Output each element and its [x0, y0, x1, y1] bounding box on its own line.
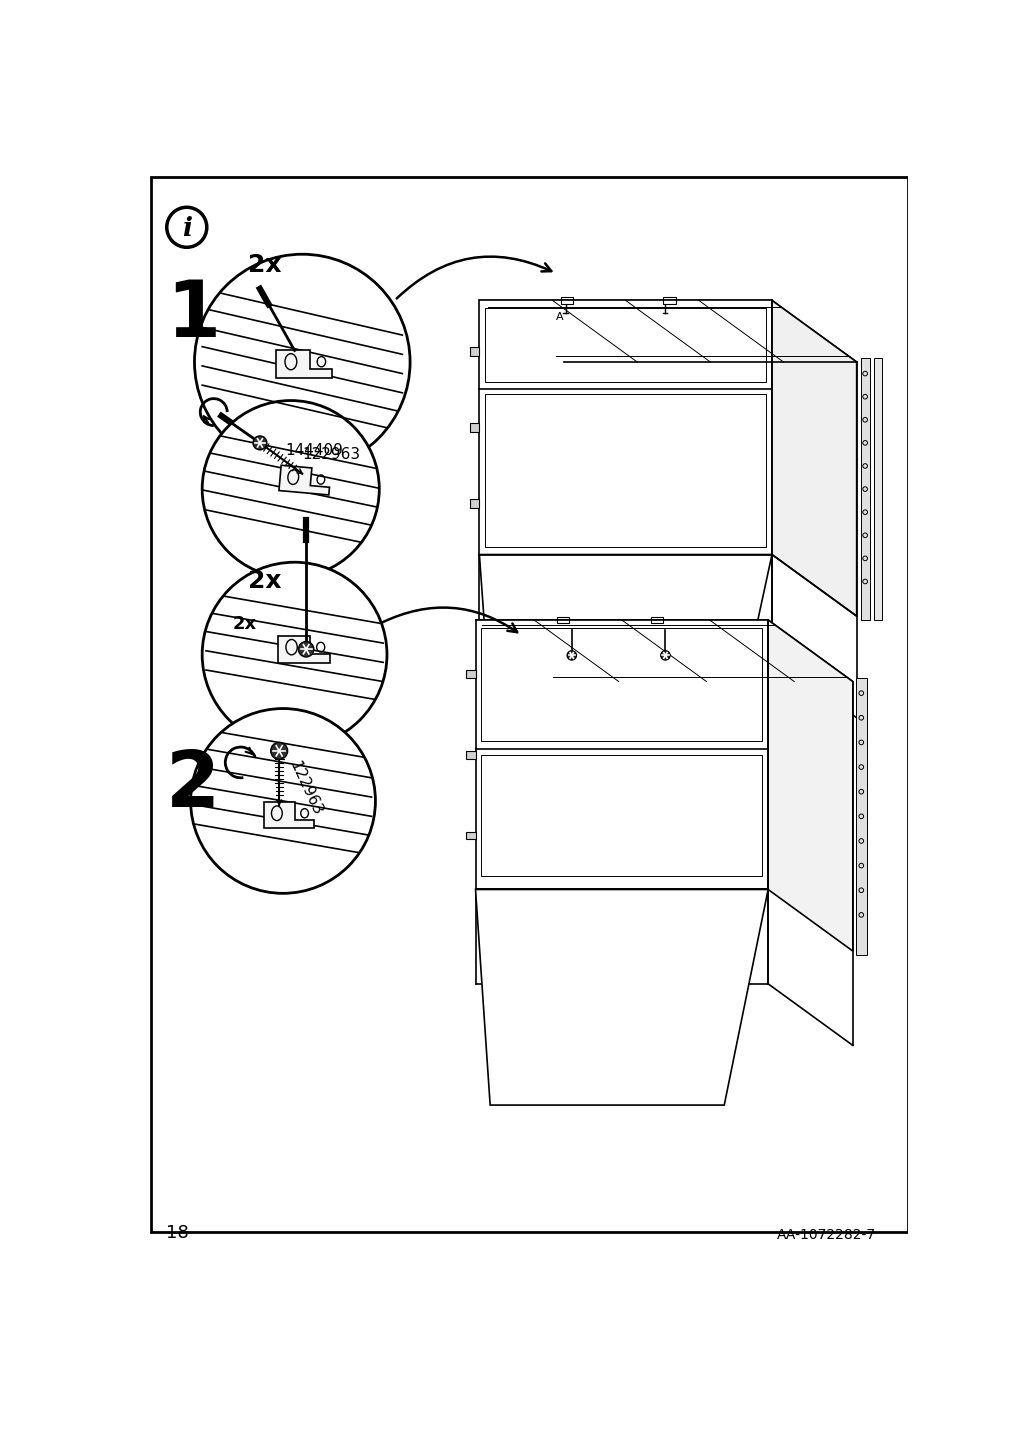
Circle shape [202, 563, 386, 748]
Bar [470, 422, 479, 432]
Text: 2x: 2x [248, 569, 282, 593]
Text: AA-1072282-7: AA-1072282-7 [776, 1229, 876, 1242]
Polygon shape [475, 620, 852, 682]
Text: 2x: 2x [248, 253, 282, 278]
Polygon shape [479, 554, 771, 758]
Polygon shape [475, 620, 767, 889]
Text: 2: 2 [166, 748, 220, 823]
Bar [859, 358, 868, 620]
Circle shape [190, 709, 375, 894]
Bar [466, 750, 475, 759]
Bar [470, 347, 479, 357]
Text: 18: 18 [166, 1224, 189, 1242]
Bar [855, 677, 865, 955]
Text: A: A [555, 312, 563, 322]
Bar [557, 617, 569, 623]
Text: 2x: 2x [233, 614, 257, 633]
Bar [663, 296, 675, 304]
Text: 144409: 144409 [285, 442, 343, 458]
Polygon shape [771, 301, 856, 616]
Polygon shape [279, 465, 330, 495]
Polygon shape [276, 349, 332, 378]
Bar [466, 670, 475, 677]
Circle shape [566, 650, 576, 660]
Text: 122963: 122963 [286, 759, 325, 818]
FancyArrowPatch shape [381, 607, 517, 632]
Bar [466, 832, 475, 839]
Bar [470, 500, 479, 508]
Polygon shape [264, 802, 313, 828]
FancyArrowPatch shape [396, 256, 551, 298]
Bar [874, 358, 882, 620]
Polygon shape [479, 301, 771, 554]
Circle shape [298, 642, 313, 657]
Polygon shape [475, 889, 767, 1106]
Circle shape [660, 650, 669, 660]
Circle shape [270, 742, 287, 759]
Circle shape [202, 401, 379, 577]
Polygon shape [767, 620, 852, 951]
Text: 122963: 122963 [302, 447, 360, 461]
Bar [560, 296, 573, 304]
Polygon shape [479, 301, 856, 362]
Text: 1: 1 [166, 278, 220, 354]
Polygon shape [278, 636, 330, 663]
Bar [650, 617, 662, 623]
Text: i: i [182, 216, 192, 241]
Circle shape [194, 255, 409, 470]
Circle shape [253, 435, 267, 450]
